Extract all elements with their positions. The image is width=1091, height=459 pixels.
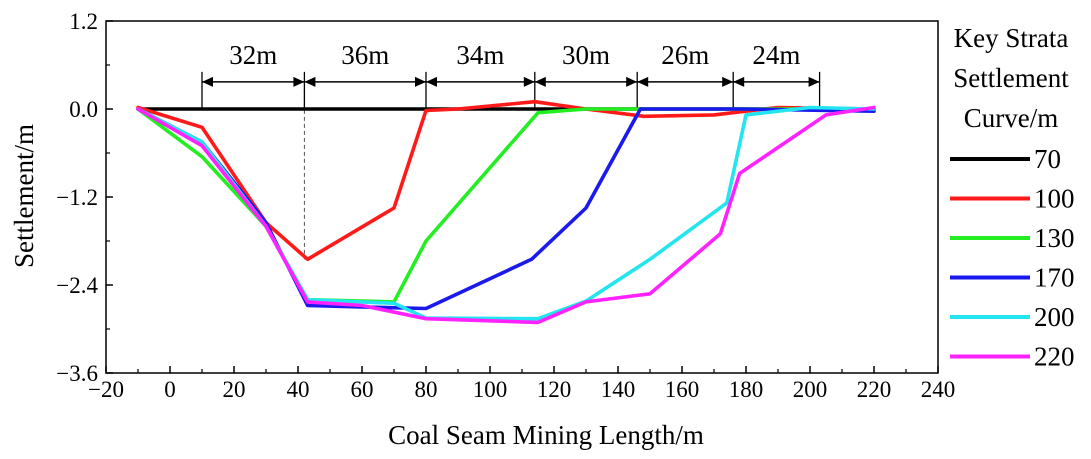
x-tick-label: 240 xyxy=(921,377,956,402)
series-line-200 xyxy=(136,105,876,321)
span-label: 30m xyxy=(562,40,610,70)
span-arrowhead xyxy=(626,76,638,87)
span-arrowhead xyxy=(534,76,546,87)
x-tick-label: 180 xyxy=(729,377,764,402)
span-arrowhead xyxy=(202,76,213,87)
span-label: 34m xyxy=(456,40,504,70)
y-axis-title: Settlement/m xyxy=(9,124,39,268)
series-lines xyxy=(136,99,876,325)
legend-label-100: 100 xyxy=(1034,184,1075,214)
span-arrowhead xyxy=(523,76,535,87)
x-tick-label: 80 xyxy=(415,377,438,402)
span-label: 24m xyxy=(752,40,800,70)
series-line-100 xyxy=(136,99,876,262)
span-arrowhead xyxy=(733,76,745,87)
legend-label-130: 130 xyxy=(1034,223,1075,253)
span-label: 26m xyxy=(661,40,709,70)
legend-label-220: 220 xyxy=(1034,342,1075,372)
span-arrowhead xyxy=(808,76,820,87)
y-tick-label: −3.6 xyxy=(56,361,98,386)
series-line-130 xyxy=(136,107,876,304)
x-tick-label: 60 xyxy=(351,377,374,402)
legend-title-line-2: Settlement xyxy=(953,63,1069,93)
legend-label-200: 200 xyxy=(1034,302,1075,332)
span-arrowhead xyxy=(304,76,316,87)
x-tick-label: 100 xyxy=(473,377,508,402)
legend-title-line-3: Curve/m xyxy=(964,103,1059,133)
x-tick-label: 120 xyxy=(537,377,572,402)
y-tick-label: 0.0 xyxy=(69,97,98,122)
span-arrowhead xyxy=(426,76,437,87)
span-arrowhead xyxy=(637,76,649,87)
x-tick-label: 40 xyxy=(287,377,310,402)
axes xyxy=(105,20,939,374)
series-line-170 xyxy=(136,107,876,311)
span-arrowhead xyxy=(415,76,426,87)
x-tick-label: 200 xyxy=(793,377,828,402)
legend-label-70: 70 xyxy=(1034,144,1061,174)
x-tick-label: 160 xyxy=(665,377,700,402)
span-arrowhead xyxy=(722,76,734,87)
tick-labels: −20 0 20 40 60 80 100 120 140 160 180 200 220 240 1.2 0… xyxy=(56,9,955,402)
span-annotations: 32m 36m 34m 30m 26m 24m xyxy=(201,40,821,260)
span-label: 36m xyxy=(341,40,389,70)
span-label: 32m xyxy=(229,40,277,70)
x-tick-label: 140 xyxy=(601,377,636,402)
legend-title-line-1: Key Strata xyxy=(954,23,1069,53)
x-tick-label: −20 xyxy=(88,377,124,402)
series-line-220 xyxy=(136,105,876,325)
y-tick-label: −2.4 xyxy=(56,273,98,298)
legend: Key Strata Settlement Curve/m 70 100 130 17… xyxy=(950,23,1075,372)
span-arrowhead xyxy=(293,76,305,87)
legend-label-170: 170 xyxy=(1034,263,1075,293)
y-tick-label: 1.2 xyxy=(69,9,98,34)
y-tick-label: −1.2 xyxy=(56,185,98,210)
x-tick-label: 220 xyxy=(857,377,892,402)
x-tick-label: 0 xyxy=(164,377,176,402)
x-axis-title: Coal Seam Mining Length/m xyxy=(388,420,704,450)
x-tick-label: 20 xyxy=(223,377,246,402)
